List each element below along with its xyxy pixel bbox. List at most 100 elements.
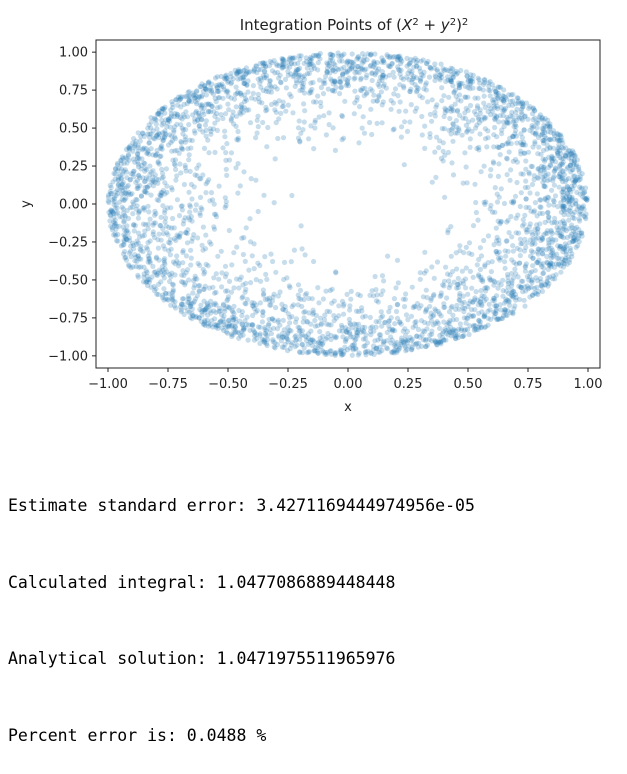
scatter-point [382,320,388,326]
scatter-point [552,215,558,221]
scatter-point [542,195,548,201]
scatter-point [254,336,260,342]
scatter-point [264,107,270,113]
scatter-point [338,350,344,356]
scatter-point [200,321,207,327]
scatter-point [182,137,188,143]
scatter-point [178,309,184,315]
scatter-point [463,164,469,170]
scatter-point [583,185,589,191]
scatter-point [200,266,206,272]
scatter-point [518,241,524,247]
scatter-point [491,309,497,315]
scatter-point [192,207,199,213]
scatter-point [352,75,358,81]
scatter-point [154,111,160,117]
scatter-point [579,230,585,236]
scatter-point [401,304,408,310]
scatter-point [426,336,432,342]
scatter-point [559,174,565,180]
scatter-point [429,338,435,344]
scatter-point [424,294,430,301]
scatter-point [447,282,453,288]
scatter-point [333,334,340,340]
scatter-point [482,77,488,83]
scatter-point [460,115,466,121]
scatter-point [199,242,205,248]
scatter-point [457,243,463,249]
scatter-point [388,334,394,340]
scatter-point [445,327,451,333]
scatter-point [176,260,182,266]
scatter-point [476,120,482,126]
scatter-point [351,111,357,117]
scatter-point [504,120,510,126]
scatter-point [151,288,158,294]
scatter-point [160,187,166,193]
scatter-point [302,292,308,298]
scatter-point [440,158,446,164]
scatter-point [231,121,237,127]
scatter-point [155,245,161,251]
scatter-point [223,324,229,330]
scatter-point [205,320,211,327]
scatter-point [295,67,301,73]
scatter-point [423,306,430,312]
scatter-point [115,176,121,182]
scatter-point [567,162,573,169]
scatter-point [582,195,588,201]
scatter-point [247,327,253,333]
scatter-point [260,119,266,126]
scatter-point [380,58,386,64]
scatter-point [170,215,176,222]
scatter-point [192,130,198,136]
scatter-point [288,71,294,77]
scatter-point [436,311,443,317]
scatter-point [170,287,176,293]
scatter-point [446,320,452,327]
scatter-point [363,91,369,97]
scatter-point [179,116,185,122]
scatter-point [518,190,524,196]
scatter-point [315,350,321,356]
scatter-point [535,175,541,181]
scatter-point [133,263,139,270]
scatter-point [308,66,315,73]
scatter-point [387,326,393,332]
scatter-point [120,180,126,186]
scatter-point [412,319,418,326]
scatter-point [139,233,146,239]
scatter-point [116,174,122,180]
scatter-point [500,119,506,125]
scatter-point [159,264,165,270]
scatter-point [562,203,568,209]
scatter-point [145,125,151,131]
scatter-point [527,237,534,243]
scatter-point [518,284,524,290]
scatter-point [467,82,473,88]
scatter-point [397,319,403,325]
scatter-point [160,106,166,112]
scatter-point [158,193,164,199]
scatter-point [381,72,387,78]
y-tick-label: −0.75 [48,311,88,326]
scatter-point [111,214,117,221]
scatter-point [518,284,524,290]
scatter-point [529,125,535,131]
scatter-point [299,87,305,93]
scatter-point [205,303,211,309]
scatter-point [235,69,241,75]
scatter-point [400,328,406,334]
scatter-point [458,98,464,104]
scatter-point [560,235,567,241]
scatter-point [317,56,323,62]
scatter-point [371,60,377,66]
scatter-point [235,190,241,196]
scatter-point [526,224,532,230]
scatter-point [181,181,187,188]
scatter-point [169,293,176,299]
scatter-point [328,332,334,339]
scatter-point [318,322,324,328]
scatter-point [560,260,566,266]
scatter-point [250,312,256,319]
